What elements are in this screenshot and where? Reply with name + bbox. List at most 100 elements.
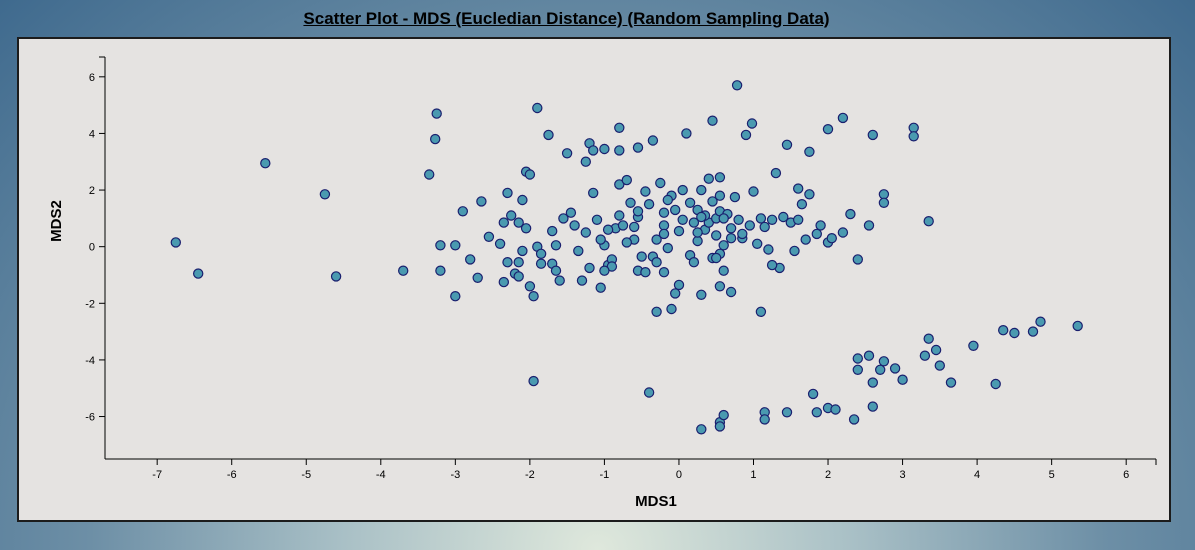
data-point — [852, 353, 864, 364]
data-point — [867, 377, 879, 388]
data-point — [651, 234, 662, 245]
data-point — [543, 129, 554, 141]
data-point — [580, 227, 592, 238]
data-point — [535, 248, 547, 259]
data-point — [729, 191, 741, 203]
data-point — [502, 256, 513, 268]
data-point — [725, 223, 737, 234]
data-point — [752, 238, 763, 249]
data-point — [662, 242, 674, 254]
x-tick-label: 3 — [900, 469, 906, 481]
data-point — [681, 128, 692, 139]
data-point — [614, 145, 625, 156]
data-point — [513, 217, 524, 228]
data-point — [837, 112, 849, 124]
x-axis-title: MDS1 — [635, 493, 677, 510]
data-point — [781, 407, 793, 418]
x-tick-label: 6 — [1123, 469, 1129, 481]
data-point — [655, 177, 666, 189]
data-point — [718, 409, 729, 421]
data-point — [528, 291, 539, 302]
data-point — [662, 194, 674, 206]
data-point — [684, 197, 696, 208]
data-point — [498, 217, 509, 228]
scatter-plot: -7 -6 -5 -4 -3 -2 -1 0 1 2 3 4 5 6 -6 -4 -2 0 2 4 6 MDS1 MDS… — [48, 56, 1157, 510]
data-point — [703, 173, 715, 184]
data-point — [863, 220, 875, 231]
data-point — [867, 129, 879, 141]
data-point — [670, 288, 681, 299]
data-point — [636, 251, 647, 262]
data-point — [621, 237, 633, 248]
data-point — [755, 306, 767, 317]
data-point — [640, 186, 651, 197]
data-point — [781, 139, 793, 151]
data-point — [476, 196, 487, 207]
data-point — [934, 360, 946, 371]
y-tick-label: -4 — [85, 355, 95, 367]
data-point — [170, 237, 181, 248]
data-point — [588, 145, 599, 156]
x-tick-label: 0 — [676, 469, 682, 481]
data-point — [923, 215, 934, 227]
x-tick-label: -1 — [600, 469, 610, 481]
data-point — [733, 214, 744, 225]
data-point — [740, 129, 752, 141]
data-point — [718, 213, 729, 224]
data-point — [640, 266, 651, 278]
data-point — [554, 275, 565, 286]
data-point — [591, 214, 603, 225]
data-point — [731, 80, 743, 91]
data-point — [688, 217, 700, 228]
data-point — [807, 388, 819, 400]
data-point — [878, 197, 890, 208]
data-point — [673, 279, 685, 291]
data-point — [524, 281, 536, 292]
data-point — [472, 272, 483, 283]
data-point — [811, 228, 823, 240]
data-point — [875, 364, 886, 375]
data-point — [651, 256, 662, 268]
data-point — [424, 169, 435, 180]
y-axis-title: MDS2 — [48, 200, 65, 242]
data-point — [848, 414, 860, 425]
data-point — [569, 220, 580, 231]
data-point — [532, 102, 543, 114]
data-point — [852, 364, 864, 375]
data-point — [748, 186, 759, 197]
data-point — [435, 265, 446, 276]
x-tick-label: 4 — [974, 469, 980, 481]
data-point — [621, 174, 633, 186]
data-point — [558, 213, 569, 224]
data-point — [968, 340, 979, 351]
data-point — [506, 210, 517, 221]
x-tick-label: -3 — [450, 469, 460, 481]
data-point — [766, 214, 778, 225]
data-point — [517, 194, 528, 206]
data-point — [643, 387, 655, 398]
data-point — [889, 363, 901, 374]
data-point — [431, 108, 442, 119]
x-tick-label: -5 — [301, 469, 311, 481]
data-point — [837, 227, 849, 238]
data-point — [696, 424, 707, 435]
data-point — [845, 208, 856, 220]
data-point — [770, 167, 782, 179]
data-point — [595, 282, 606, 293]
data-point — [930, 344, 942, 356]
data-point — [696, 211, 707, 223]
data-point — [658, 266, 670, 278]
x-tick-label: -6 — [227, 469, 237, 481]
data-point — [796, 198, 808, 210]
data-point — [260, 157, 271, 169]
data-point — [576, 275, 588, 286]
data-point — [584, 262, 595, 274]
data-point — [450, 240, 461, 251]
data-point — [692, 227, 703, 238]
data-point — [718, 265, 729, 276]
data-point — [517, 245, 528, 257]
data-point — [1009, 327, 1020, 339]
data-point — [673, 225, 685, 237]
data-point — [524, 169, 536, 180]
data-point — [711, 252, 722, 264]
